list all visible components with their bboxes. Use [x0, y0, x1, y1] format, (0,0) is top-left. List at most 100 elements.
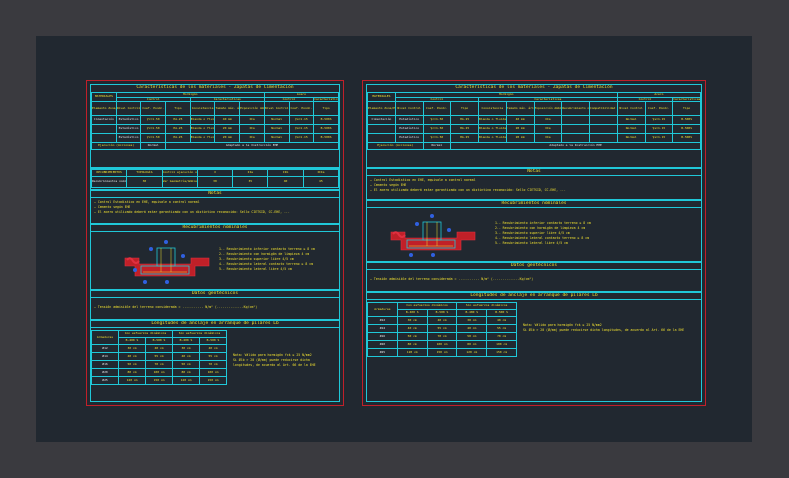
notes-block: Notas — Control Estadístico en EHE, equi…	[366, 168, 702, 200]
table-cell: Armaduras	[91, 330, 119, 345]
table-row: Ø16 50 cm 70 cm 50 cm 70 cm	[367, 332, 517, 341]
table-cell: Blanda o fluida	[478, 115, 507, 126]
recub-legend-line: 1.- Recubrimiento inferior contacto terr…	[219, 247, 315, 251]
table-cell: 20 mm	[505, 133, 535, 144]
col-caracteristicas-acero: Características	[672, 96, 701, 103]
header-cell: Exposición Ambiente	[239, 101, 265, 117]
header-cell: Tipo	[672, 101, 701, 117]
header-cell: Nivel Control	[263, 101, 290, 117]
header-cell: Coef. Pondc.	[422, 101, 452, 117]
header-cell: Consistencia	[478, 101, 507, 117]
table-cell	[91, 133, 117, 144]
table-cell: B-500S	[672, 115, 701, 126]
table-cell: Ø14	[91, 352, 119, 361]
recub-legend-line: 3.- Recubrimiento superior libre 4/5 cm	[495, 231, 570, 235]
table-cell: IIIa	[302, 169, 340, 177]
recub-legend-line: 5.- Recubrimiento lateral libre 4/5 cm	[219, 267, 292, 271]
table-cell: 50 cm	[456, 332, 488, 341]
ejecucion-label: Ejecución (Acciones)	[90, 142, 142, 151]
table-cell	[367, 133, 396, 144]
table-row: Ø14 40 cm 55 cm 40 cm 55 cm	[367, 324, 517, 333]
header-cell: Elemento Zona/Planta	[91, 101, 117, 117]
table-cell: IIb	[267, 169, 304, 177]
table-cell: 40 cm	[118, 352, 146, 361]
table-cell: HA-25	[450, 133, 479, 144]
table-cell: Cimentación	[91, 115, 117, 126]
notes-block: Notas — Control Estadístico en EHE, equi…	[90, 190, 340, 224]
table-cell: γs=1.15	[644, 124, 674, 135]
table-cell: Normal	[616, 133, 646, 144]
table-row: Ø12 30 cm 40 cm 30 cm 40 cm	[367, 316, 517, 325]
table-cell: Estadístico	[394, 115, 424, 126]
table-cell: 30 cm	[118, 344, 146, 353]
materials-row-label: MATERIALES	[91, 91, 117, 103]
geotecnicos-text: — Tensión admisible del terreno consider…	[94, 305, 258, 309]
table-cell: 55 cm	[426, 324, 458, 333]
ejecucion-note: Adaptado a la Instrucción EHE	[165, 142, 339, 151]
table-row: Ø20 80 cm 100 cm 80 cm 100 cm	[367, 340, 517, 349]
table-cell: 120 cm	[172, 376, 200, 385]
table-cell: 100 cm	[486, 340, 517, 349]
table-row: Ø20 80 cm 100 cm 80 cm 100 cm	[91, 368, 227, 377]
header-cell: Tipo	[165, 101, 191, 117]
recubrimientos-title: Recubrimientos nominales	[91, 225, 339, 232]
table-cell: Cimentación	[367, 115, 396, 126]
table-cell: Ø16	[91, 360, 119, 369]
table-cell: γc=1.50	[422, 115, 452, 126]
table-row: Ø25 120 cm 150 cm 120 cm 150 cm	[91, 376, 227, 385]
recubrimientos-table: RECUBRIMIENTOS TIPOLOGÍA Control ejecuci…	[90, 169, 340, 188]
anclaje-title: Longitudes de anclaje en arranque de pil…	[367, 293, 701, 300]
cad-drawing-canvas[interactable]: Características de los materiales - Zapa…	[36, 36, 752, 442]
table-cell: 70 cm	[486, 332, 517, 341]
table-cell: Normal	[263, 133, 290, 144]
recub-legend-line: 3.- Recubrimiento superior libre 4/5 cm	[219, 257, 294, 261]
table-cell: B-500S	[672, 124, 701, 135]
table-cell: γc=1.50	[140, 124, 167, 135]
table-cell	[561, 124, 590, 135]
table-row: Estadístico γc=1.50 HA-25 Blanda o fluida 20…	[367, 124, 701, 135]
table-cell: 40 cm	[426, 316, 458, 325]
table-cell: Normal	[263, 124, 290, 135]
table-cell: γs=1.15	[288, 115, 315, 126]
table-cell: Normal	[616, 124, 646, 135]
table-cell: I	[196, 169, 234, 177]
table-cell: 40 cm	[486, 316, 517, 325]
table-cell: γc=1.50	[422, 124, 452, 135]
table-cell: γs=1.15	[644, 133, 674, 144]
table-cell	[561, 115, 590, 126]
table-cell: γs=1.15	[288, 133, 315, 144]
table-cell: IIa	[533, 115, 563, 126]
table-cell: HA-25	[165, 133, 191, 144]
table-cell: 55 cm	[199, 352, 227, 361]
table-cell: HA-25	[450, 115, 479, 126]
table-cell: 30	[196, 176, 234, 188]
table-cell: Ø20	[91, 368, 119, 377]
table-cell: γs=1.15	[644, 115, 674, 126]
table-cell: 150 cm	[199, 376, 227, 385]
recub-legend-line: 4.- Recubrimiento lateral contacto terre…	[495, 236, 590, 240]
anclaje-title: Longitudes de anclaje en arranque de pil…	[91, 321, 339, 328]
recubrimientos-block: Recubrimientos nominales 1.- Recubrimien…	[90, 224, 340, 290]
col-caracteristicas-acero: Características	[313, 96, 339, 103]
table-cell: Ø14	[367, 324, 398, 333]
table-cell: RECUBRIMIENTOS	[90, 169, 128, 177]
recubrimientos-block: Recubrimientos nominales 1.- Recubrimien…	[366, 200, 702, 262]
table-cell: Blanda o fluida	[189, 133, 216, 144]
table-cell: 40	[267, 176, 304, 188]
table-cell: 40 mm	[214, 115, 241, 126]
footing-section-drawing	[124, 240, 210, 284]
table-cell: Ø20	[367, 340, 398, 349]
header-cell: Coef. Pondc.	[644, 101, 674, 117]
header-cell: Compatibilidad nominal según el terreno	[589, 101, 618, 117]
table-cell: Con esfuerzos dinámicos	[118, 330, 173, 338]
anclaje-table: Armaduras Con esfuerzos dinámicos Sin es…	[367, 302, 517, 357]
table-cell: 100 cm	[145, 368, 173, 377]
table-cell: 70 cm	[426, 332, 458, 341]
table-cell: 55 cm	[486, 324, 517, 333]
note-line: — Cemento según EHE	[370, 183, 407, 187]
anclaje-table: Armaduras Con esfuerzos dinámicos Sin es…	[91, 330, 227, 385]
table-row: Ø12 30 cm 40 cm 30 cm 40 cm	[91, 344, 227, 353]
table-cell: IIa	[239, 133, 265, 144]
table-cell: B-500 S	[426, 309, 458, 317]
table-cell: B-500S	[313, 133, 339, 144]
